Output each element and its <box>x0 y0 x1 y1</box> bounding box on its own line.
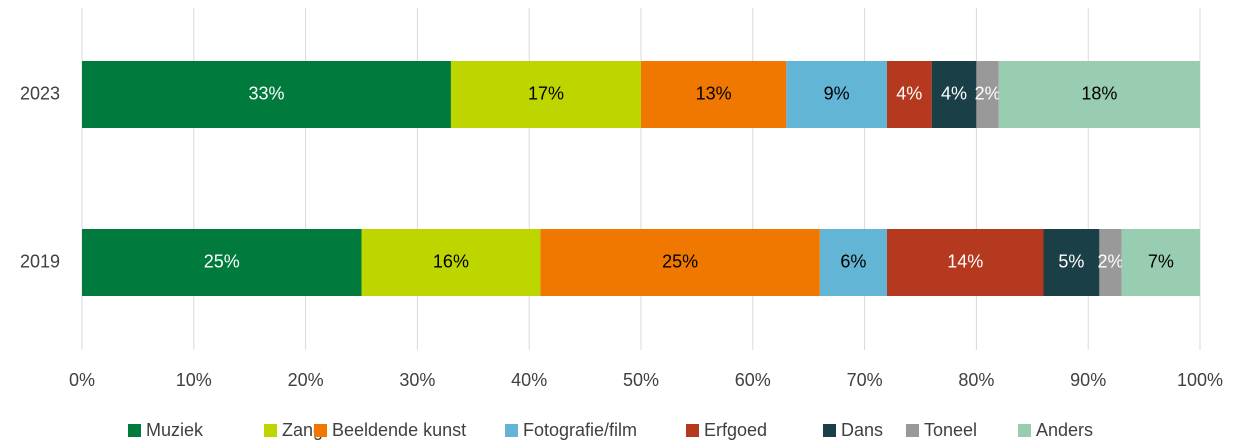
bar-segment <box>1043 229 1100 296</box>
legend-swatch <box>1018 424 1031 437</box>
legend-swatch <box>823 424 836 437</box>
x-tick-label: 20% <box>288 370 324 390</box>
legend-swatch <box>505 424 518 437</box>
bar-segment <box>82 61 451 128</box>
legend-swatch <box>686 424 699 437</box>
bar-segment <box>1099 229 1122 296</box>
bar-segment <box>361 229 541 296</box>
legend-label: Anders <box>1036 420 1093 440</box>
legend-label: Dans <box>841 420 883 440</box>
x-tick-label: 30% <box>399 370 435 390</box>
x-tick-label: 60% <box>735 370 771 390</box>
bar-segment <box>641 61 787 128</box>
legend-label: Zang <box>282 420 323 440</box>
x-tick-label: 0% <box>69 370 95 390</box>
data-label: 25% <box>662 251 698 271</box>
x-tick-label: 90% <box>1070 370 1106 390</box>
legend-swatch <box>314 424 327 437</box>
x-tick-label: 100% <box>1177 370 1223 390</box>
data-label: 6% <box>840 251 866 271</box>
x-tick-label: 10% <box>176 370 212 390</box>
bar-segment <box>886 229 1044 296</box>
data-label: 33% <box>248 83 284 103</box>
bar-segment <box>976 61 999 128</box>
bar-segment <box>786 61 887 128</box>
data-label: 13% <box>696 83 732 103</box>
bar-segment <box>540 229 820 296</box>
bar-segment <box>998 61 1200 128</box>
legend-swatch <box>264 424 277 437</box>
x-tick-label: 70% <box>847 370 883 390</box>
data-label: 18% <box>1081 83 1117 103</box>
bar-segment <box>931 61 977 128</box>
bar-segment <box>450 61 641 128</box>
legend-label: Erfgoed <box>704 420 767 440</box>
bar-segment <box>886 61 932 128</box>
legend-swatch <box>906 424 919 437</box>
data-label: 7% <box>1148 251 1174 271</box>
bar-segment <box>82 229 362 296</box>
x-tick-label: 50% <box>623 370 659 390</box>
x-tick-label: 40% <box>511 370 547 390</box>
x-tick-label: 80% <box>958 370 994 390</box>
data-label: 9% <box>824 83 850 103</box>
data-label: 5% <box>1058 251 1084 271</box>
data-label: 2% <box>975 83 1001 103</box>
y-tick-label: 2023 <box>20 83 60 103</box>
legend-label: Toneel <box>924 420 977 440</box>
data-label: 14% <box>947 251 983 271</box>
data-label: 16% <box>433 251 469 271</box>
legend-label: Beeldende kunst <box>332 420 466 440</box>
legend-swatch <box>128 424 141 437</box>
y-tick-label: 2019 <box>20 251 60 271</box>
data-label: 4% <box>896 83 922 103</box>
data-label: 25% <box>204 251 240 271</box>
data-label: 17% <box>528 83 564 103</box>
bar-segment <box>819 229 887 296</box>
legend-label: Muziek <box>146 420 204 440</box>
legend-label: Fotografie/film <box>523 420 637 440</box>
data-label: 2% <box>1098 251 1124 271</box>
data-label: 4% <box>941 83 967 103</box>
bar-segment <box>1121 229 1200 296</box>
